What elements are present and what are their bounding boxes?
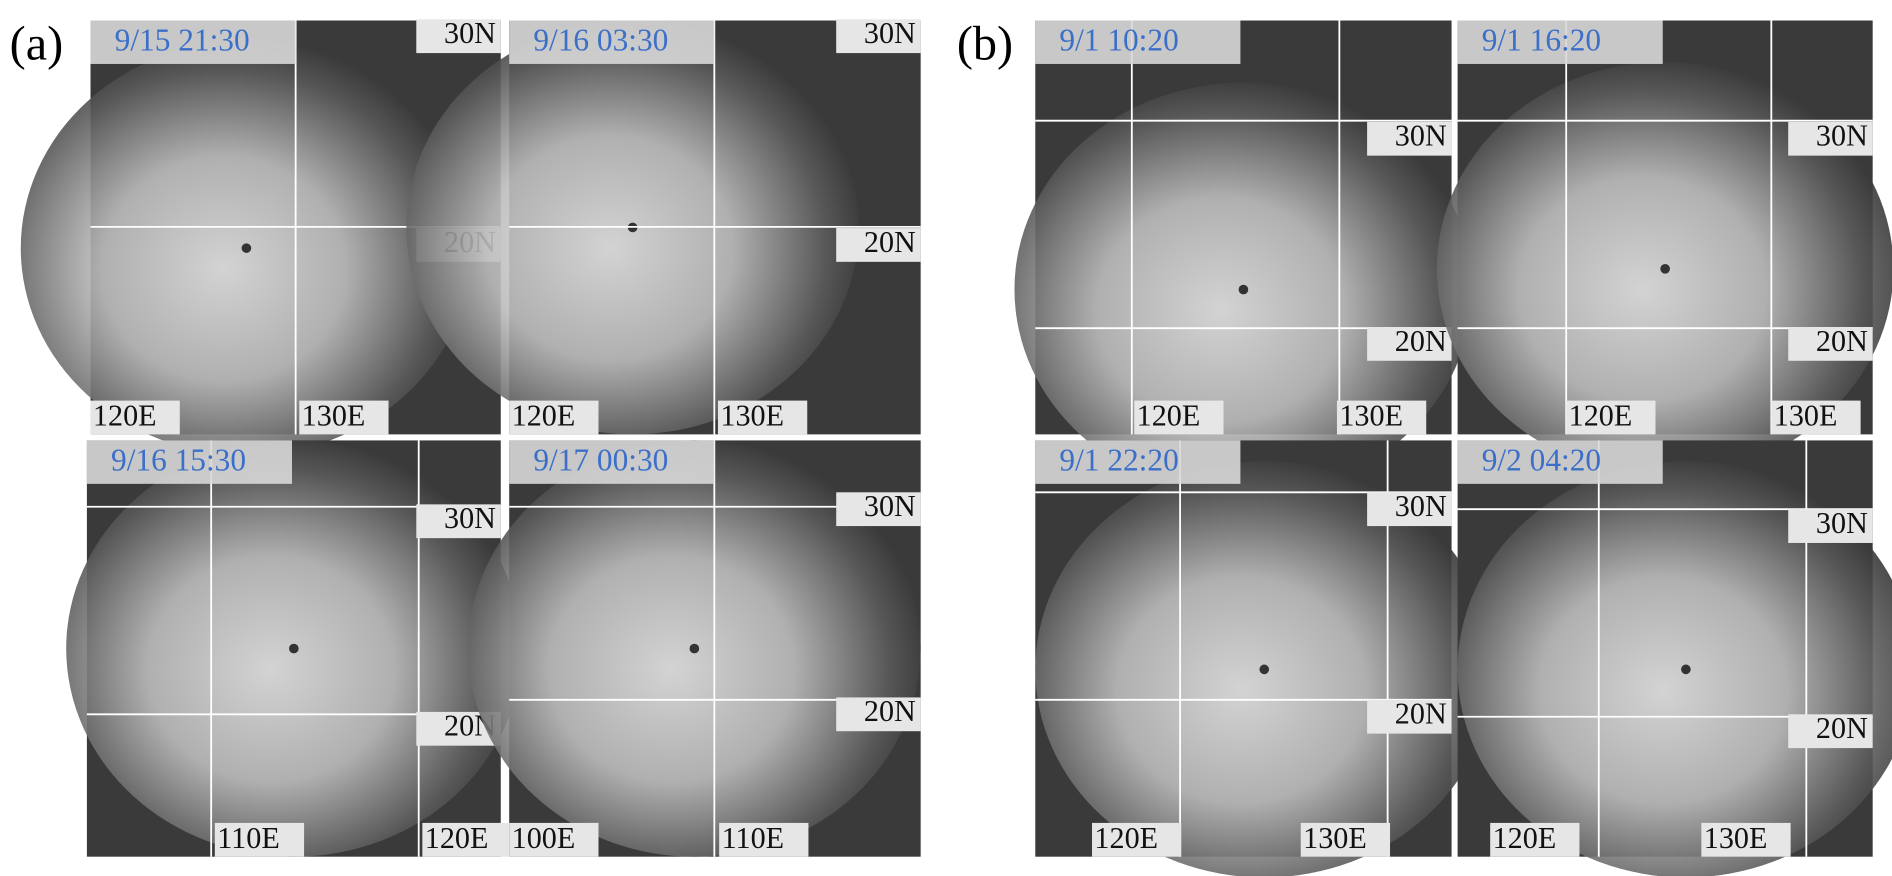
lat-label-box — [1788, 714, 1873, 749]
lon-label: 130E — [1774, 399, 1838, 433]
timestamp: 9/1 22:20 — [1059, 443, 1178, 478]
satellite-image: 9/1 10:20 30N 20N 120E 130E — [1014, 20, 1473, 497]
lon-label-box — [1336, 400, 1427, 435]
lat-label-box — [836, 697, 921, 732]
lon-label-box — [422, 822, 512, 857]
lat-label: 20N — [1816, 324, 1868, 358]
panel-label: (b) — [957, 17, 1013, 70]
time-box — [509, 20, 715, 64]
satellite-image: 9/2 04:20 30N 20N 120E 130E — [1457, 440, 1892, 876]
lon-label-box — [1300, 822, 1391, 857]
lon-label-box — [214, 822, 305, 857]
lon-label: 100E — [512, 821, 576, 855]
lon-label: 130E — [1704, 821, 1768, 855]
lon-label: 110E — [217, 821, 280, 855]
lat-label: 30N — [1816, 506, 1868, 540]
lon-label-box — [299, 400, 389, 435]
time-box — [1035, 440, 1241, 484]
typhoon-eye — [241, 243, 252, 253]
time-box — [509, 440, 715, 484]
panel-label: (a) — [10, 17, 64, 70]
lat-label-box — [836, 228, 921, 262]
typhoon-eye — [1259, 664, 1270, 675]
lon-label: 110E — [722, 821, 785, 855]
time-box — [1035, 20, 1241, 64]
typhoon-eye — [1238, 284, 1249, 295]
typhoon-eye — [1660, 264, 1670, 274]
lat-label: 20N — [1395, 697, 1447, 731]
lon-label-box — [1134, 400, 1224, 435]
lat-label: 20N — [864, 694, 916, 728]
satellite-image: 9/17 00:30 30N 20N 100E 110E — [468, 440, 921, 857]
timestamp: 9/17 00:30 — [533, 443, 668, 478]
lon-label: 120E — [512, 399, 576, 433]
typhoon-eye — [289, 643, 299, 654]
lon-label: 130E — [1339, 399, 1403, 433]
lon-label-box — [1490, 822, 1580, 857]
time-box — [86, 440, 293, 484]
lon-label: 130E — [302, 399, 366, 433]
satellite-image: 9/1 16:20 30N 20N 120E 130E — [1436, 20, 1892, 476]
typhoon-eye — [689, 643, 700, 654]
lat-label: 30N — [444, 501, 496, 535]
timestamp: 9/1 16:20 — [1482, 23, 1601, 58]
lat-label: 20N — [1395, 324, 1447, 358]
lon-label-box — [719, 822, 809, 857]
lat-label: 30N — [1395, 489, 1447, 523]
lat-label-box — [1367, 326, 1452, 361]
lon-label-box — [509, 400, 599, 435]
lat-label-box — [1788, 509, 1873, 543]
time-box — [1457, 20, 1663, 64]
lat-label-box — [416, 19, 501, 54]
lon-label-box — [509, 822, 599, 857]
time-box — [90, 20, 296, 64]
lat-label-box — [416, 504, 501, 539]
typhoon-eye — [1681, 664, 1691, 675]
lat-label-box — [1788, 121, 1873, 156]
satellite-image: 9/16 03:30 30N 20N 120E 130E — [406, 16, 921, 435]
lon-label: 120E — [1094, 821, 1158, 855]
lon-label-box — [1701, 822, 1791, 857]
lon-label: 130E — [1303, 821, 1367, 855]
lat-label: 20N — [864, 225, 916, 259]
lon-label: 120E — [425, 821, 489, 855]
lon-label: 120E — [1493, 821, 1557, 855]
lat-label-box — [836, 19, 921, 54]
lat-label: 20N — [1816, 711, 1868, 745]
timestamp: 9/16 15:30 — [111, 443, 246, 478]
lon-label-box — [1092, 822, 1182, 857]
lon-label: 130E — [720, 399, 784, 433]
cloud-mass — [1457, 461, 1892, 876]
timestamp: 9/15 21:30 — [115, 23, 250, 58]
lon-label: 120E — [93, 399, 157, 433]
lat-label: 30N — [864, 16, 916, 50]
lat-label: 30N — [864, 489, 916, 523]
lat-label-box — [1367, 121, 1452, 156]
lat-label-box — [1367, 699, 1452, 734]
timestamp: 9/2 04:20 — [1482, 443, 1601, 478]
timestamp: 9/16 03:30 — [533, 23, 668, 58]
lat-label-box — [1788, 326, 1873, 361]
lon-label-box — [1566, 400, 1656, 435]
lat-label-box — [836, 492, 921, 527]
timestamp: 9/1 10:20 — [1059, 23, 1178, 58]
lat-label: 30N — [1395, 119, 1447, 153]
lon-label-box — [1771, 400, 1861, 435]
lat-label: 30N — [1816, 119, 1868, 153]
satellite-image: 9/1 22:20 30N 20N 120E 130E — [1035, 440, 1494, 876]
time-box — [1457, 440, 1663, 484]
lat-label: 30N — [444, 16, 496, 50]
lon-label: 120E — [1569, 399, 1633, 433]
lat-label-box — [1367, 492, 1452, 527]
lon-label: 120E — [1137, 399, 1201, 433]
lon-label-box — [90, 400, 180, 435]
lon-label-box — [717, 400, 808, 435]
